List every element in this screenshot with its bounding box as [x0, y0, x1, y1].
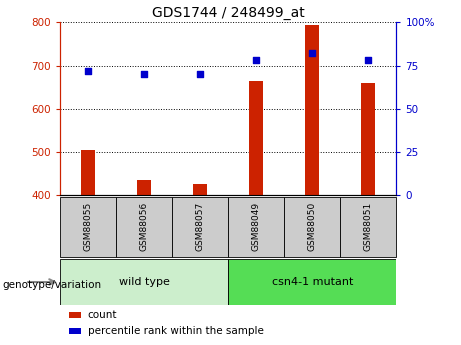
Text: GSM88051: GSM88051 — [364, 201, 373, 251]
Point — [365, 58, 372, 63]
Text: count: count — [88, 310, 117, 320]
Bar — [228, 259, 396, 305]
Text: percentile rank within the sample: percentile rank within the sample — [88, 326, 264, 336]
Text: GSM88050: GSM88050 — [308, 201, 317, 251]
Text: GSM88057: GSM88057 — [195, 201, 205, 251]
Point — [84, 68, 92, 73]
Point — [196, 71, 204, 77]
Bar — [305, 26, 319, 195]
Bar — [249, 81, 263, 195]
Text: GSM88056: GSM88056 — [140, 201, 148, 251]
Bar — [361, 83, 375, 195]
Bar — [193, 184, 207, 195]
Text: csn4-1 mutant: csn4-1 mutant — [272, 277, 353, 287]
Text: wild type: wild type — [118, 277, 170, 287]
Text: genotype/variation: genotype/variation — [2, 280, 101, 289]
Text: GSM88049: GSM88049 — [252, 201, 261, 250]
Bar — [340, 197, 396, 257]
Bar — [60, 197, 116, 257]
Bar — [284, 197, 340, 257]
Title: GDS1744 / 248499_at: GDS1744 / 248499_at — [152, 6, 305, 20]
Point — [309, 51, 316, 56]
Bar — [116, 197, 172, 257]
Bar — [69, 328, 81, 334]
Bar — [137, 180, 151, 195]
Bar — [172, 197, 228, 257]
Point — [140, 71, 148, 77]
Point — [253, 58, 260, 63]
Bar — [60, 259, 228, 305]
Bar — [81, 150, 95, 195]
Bar — [69, 312, 81, 318]
Bar — [228, 197, 284, 257]
Text: GSM88055: GSM88055 — [83, 201, 93, 251]
